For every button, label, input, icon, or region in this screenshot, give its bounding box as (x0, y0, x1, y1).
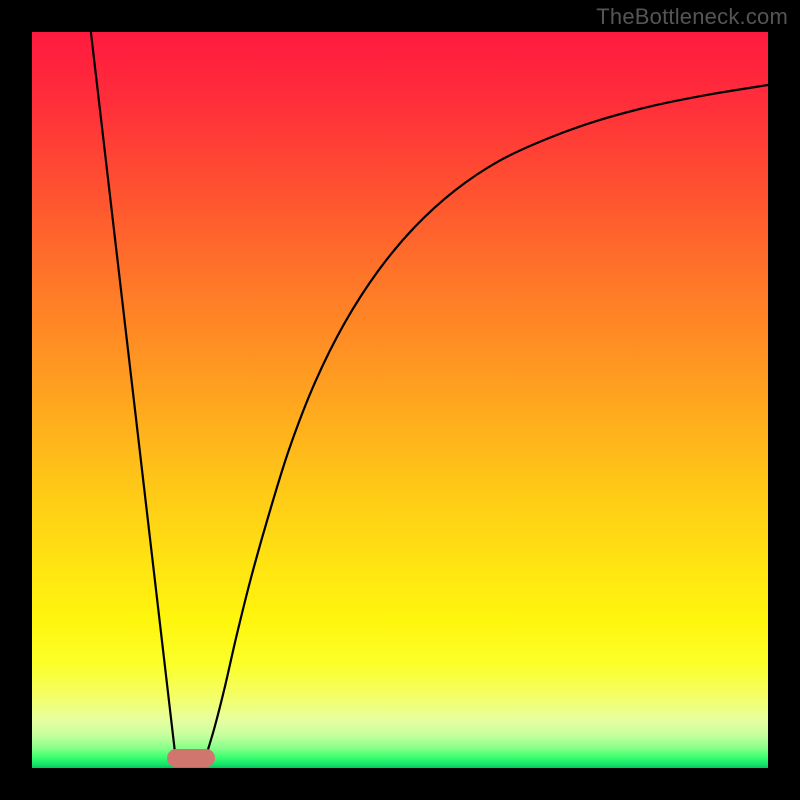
curve-left-branch (91, 32, 176, 757)
chart-stage: TheBottleneck.com (0, 0, 800, 800)
watermark-text: TheBottleneck.com (596, 4, 788, 30)
optimal-point-marker (167, 749, 215, 767)
plot-area (32, 32, 768, 768)
curve-right-branch (206, 85, 768, 757)
bottleneck-curve (32, 32, 768, 768)
